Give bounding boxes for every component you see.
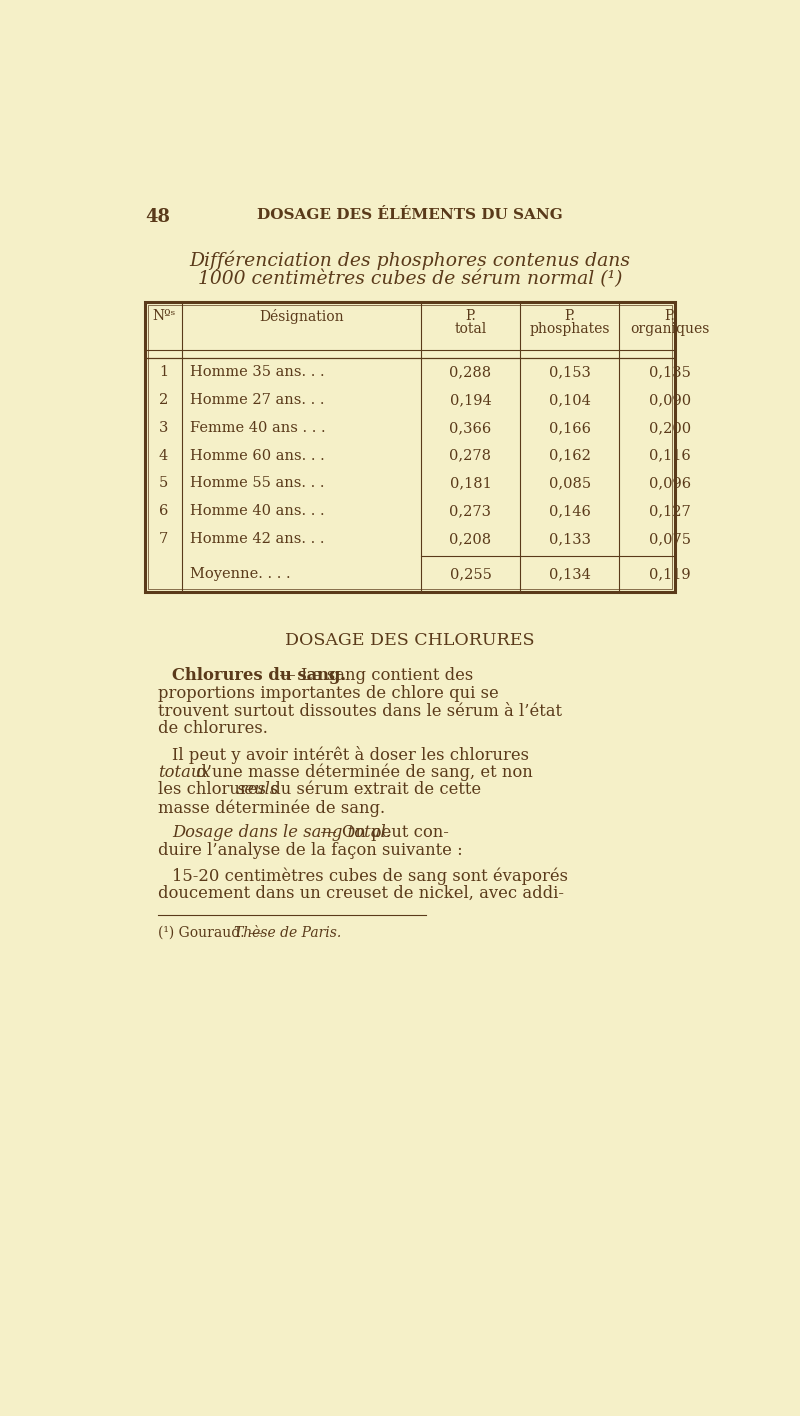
Bar [145,303,675,592]
Text: Homme 55 ans. . .: Homme 55 ans. . . [190,476,325,490]
Bar [148,306,672,589]
Text: Nºˢ: Nºˢ [152,309,175,323]
Text: de chlorures.: de chlorures. [158,721,268,738]
Text: Femme 40 ans . . .: Femme 40 ans . . . [190,421,326,435]
Text: Il peut y avoir intérêt à doser les chlorures: Il peut y avoir intérêt à doser les chlo… [172,746,529,763]
Text: Homme 42 ans. . .: Homme 42 ans. . . [190,532,325,545]
Text: duire l’analyse de la façon suivante :: duire l’analyse de la façon suivante : [158,843,463,860]
Text: 0,366: 0,366 [450,421,491,435]
Text: 0,085: 0,085 [549,476,590,490]
Text: DOSAGE DES ÉLÉMENTS DU SANG: DOSAGE DES ÉLÉMENTS DU SANG [257,208,563,222]
Text: 0,146: 0,146 [549,504,590,518]
Text: Désignation: Désignation [259,309,344,323]
Text: totaux: totaux [158,763,210,780]
Text: Moyenne. . . .: Moyenne. . . . [190,568,290,581]
Text: 0,162: 0,162 [549,449,590,463]
Text: P.: P. [465,309,476,323]
Text: total: total [454,321,486,336]
Text: — Le sang contient des: — Le sang contient des [274,667,473,684]
Text: Homme 35 ans. . .: Homme 35 ans. . . [190,365,325,379]
Text: 0,135: 0,135 [649,365,690,379]
Text: P.: P. [564,309,575,323]
Text: masse déterminée de sang.: masse déterminée de sang. [158,799,386,817]
Text: 0,194: 0,194 [450,394,491,408]
Text: — On peut con-: — On peut con- [315,824,450,841]
Text: du sérum extrait de cette: du sérum extrait de cette [265,782,482,799]
Text: 0,181: 0,181 [450,476,491,490]
Text: organiques: organiques [630,321,710,336]
Text: 1: 1 [159,365,168,379]
Text: les chlorures: les chlorures [158,782,271,799]
Text: 0,134: 0,134 [549,568,590,581]
Text: Homme 27 ans. . .: Homme 27 ans. . . [190,394,325,408]
Text: Thèse de Paris.: Thèse de Paris. [234,926,342,940]
Text: 0,119: 0,119 [649,568,690,581]
Text: Homme 40 ans. . .: Homme 40 ans. . . [190,504,325,518]
Text: 6: 6 [159,504,168,518]
Text: 0,200: 0,200 [649,421,690,435]
Text: phosphates: phosphates [530,321,610,336]
Text: 0,116: 0,116 [649,449,690,463]
Text: 7: 7 [159,532,168,545]
Text: 0,075: 0,075 [649,532,690,545]
Text: 0,090: 0,090 [649,394,690,408]
Text: proportions importantes de chlore qui se: proportions importantes de chlore qui se [158,685,499,702]
Text: seuls: seuls [237,782,278,799]
Text: (¹) Gouraud. —: (¹) Gouraud. — [158,926,267,940]
Text: 4: 4 [159,449,168,463]
Text: Différenciation des phosphores contenus dans: Différenciation des phosphores contenus … [190,251,630,270]
Text: 48: 48 [145,208,170,227]
Text: 5: 5 [159,476,168,490]
Text: 0,166: 0,166 [549,421,590,435]
Text: Chlorures du sang.: Chlorures du sang. [172,667,346,684]
Text: d’une masse déterminée de sang, et non: d’une masse déterminée de sang, et non [191,763,534,782]
Text: 15-20 centimètres cubes de sang sont évaporés: 15-20 centimètres cubes de sang sont éva… [172,868,568,885]
Text: DOSAGE DES CHLORURES: DOSAGE DES CHLORURES [286,632,534,649]
Text: 0,273: 0,273 [450,504,491,518]
Text: 0,288: 0,288 [450,365,491,379]
Text: 0,208: 0,208 [450,532,491,545]
Text: doucement dans un creuset de nickel, avec addi-: doucement dans un creuset de nickel, ave… [158,885,564,902]
Text: 0,096: 0,096 [649,476,690,490]
Text: Homme 60 ans. . .: Homme 60 ans. . . [190,449,325,463]
Text: trouvent surtout dissoutes dans le sérum à l’état: trouvent surtout dissoutes dans le sérum… [158,702,562,719]
Text: 0,278: 0,278 [450,449,491,463]
Text: 0,104: 0,104 [549,394,590,408]
Text: 0,153: 0,153 [549,365,590,379]
Text: 0,133: 0,133 [549,532,590,545]
Text: 0,255: 0,255 [450,568,491,581]
Text: P.: P. [664,309,675,323]
Text: 3: 3 [159,421,168,435]
Text: 2: 2 [159,394,168,408]
Text: 0,127: 0,127 [649,504,690,518]
Text: Dosage dans le sang total.: Dosage dans le sang total. [172,824,391,841]
Text: 1000 centimètres cubes de sérum normal (¹): 1000 centimètres cubes de sérum normal (… [198,270,622,289]
